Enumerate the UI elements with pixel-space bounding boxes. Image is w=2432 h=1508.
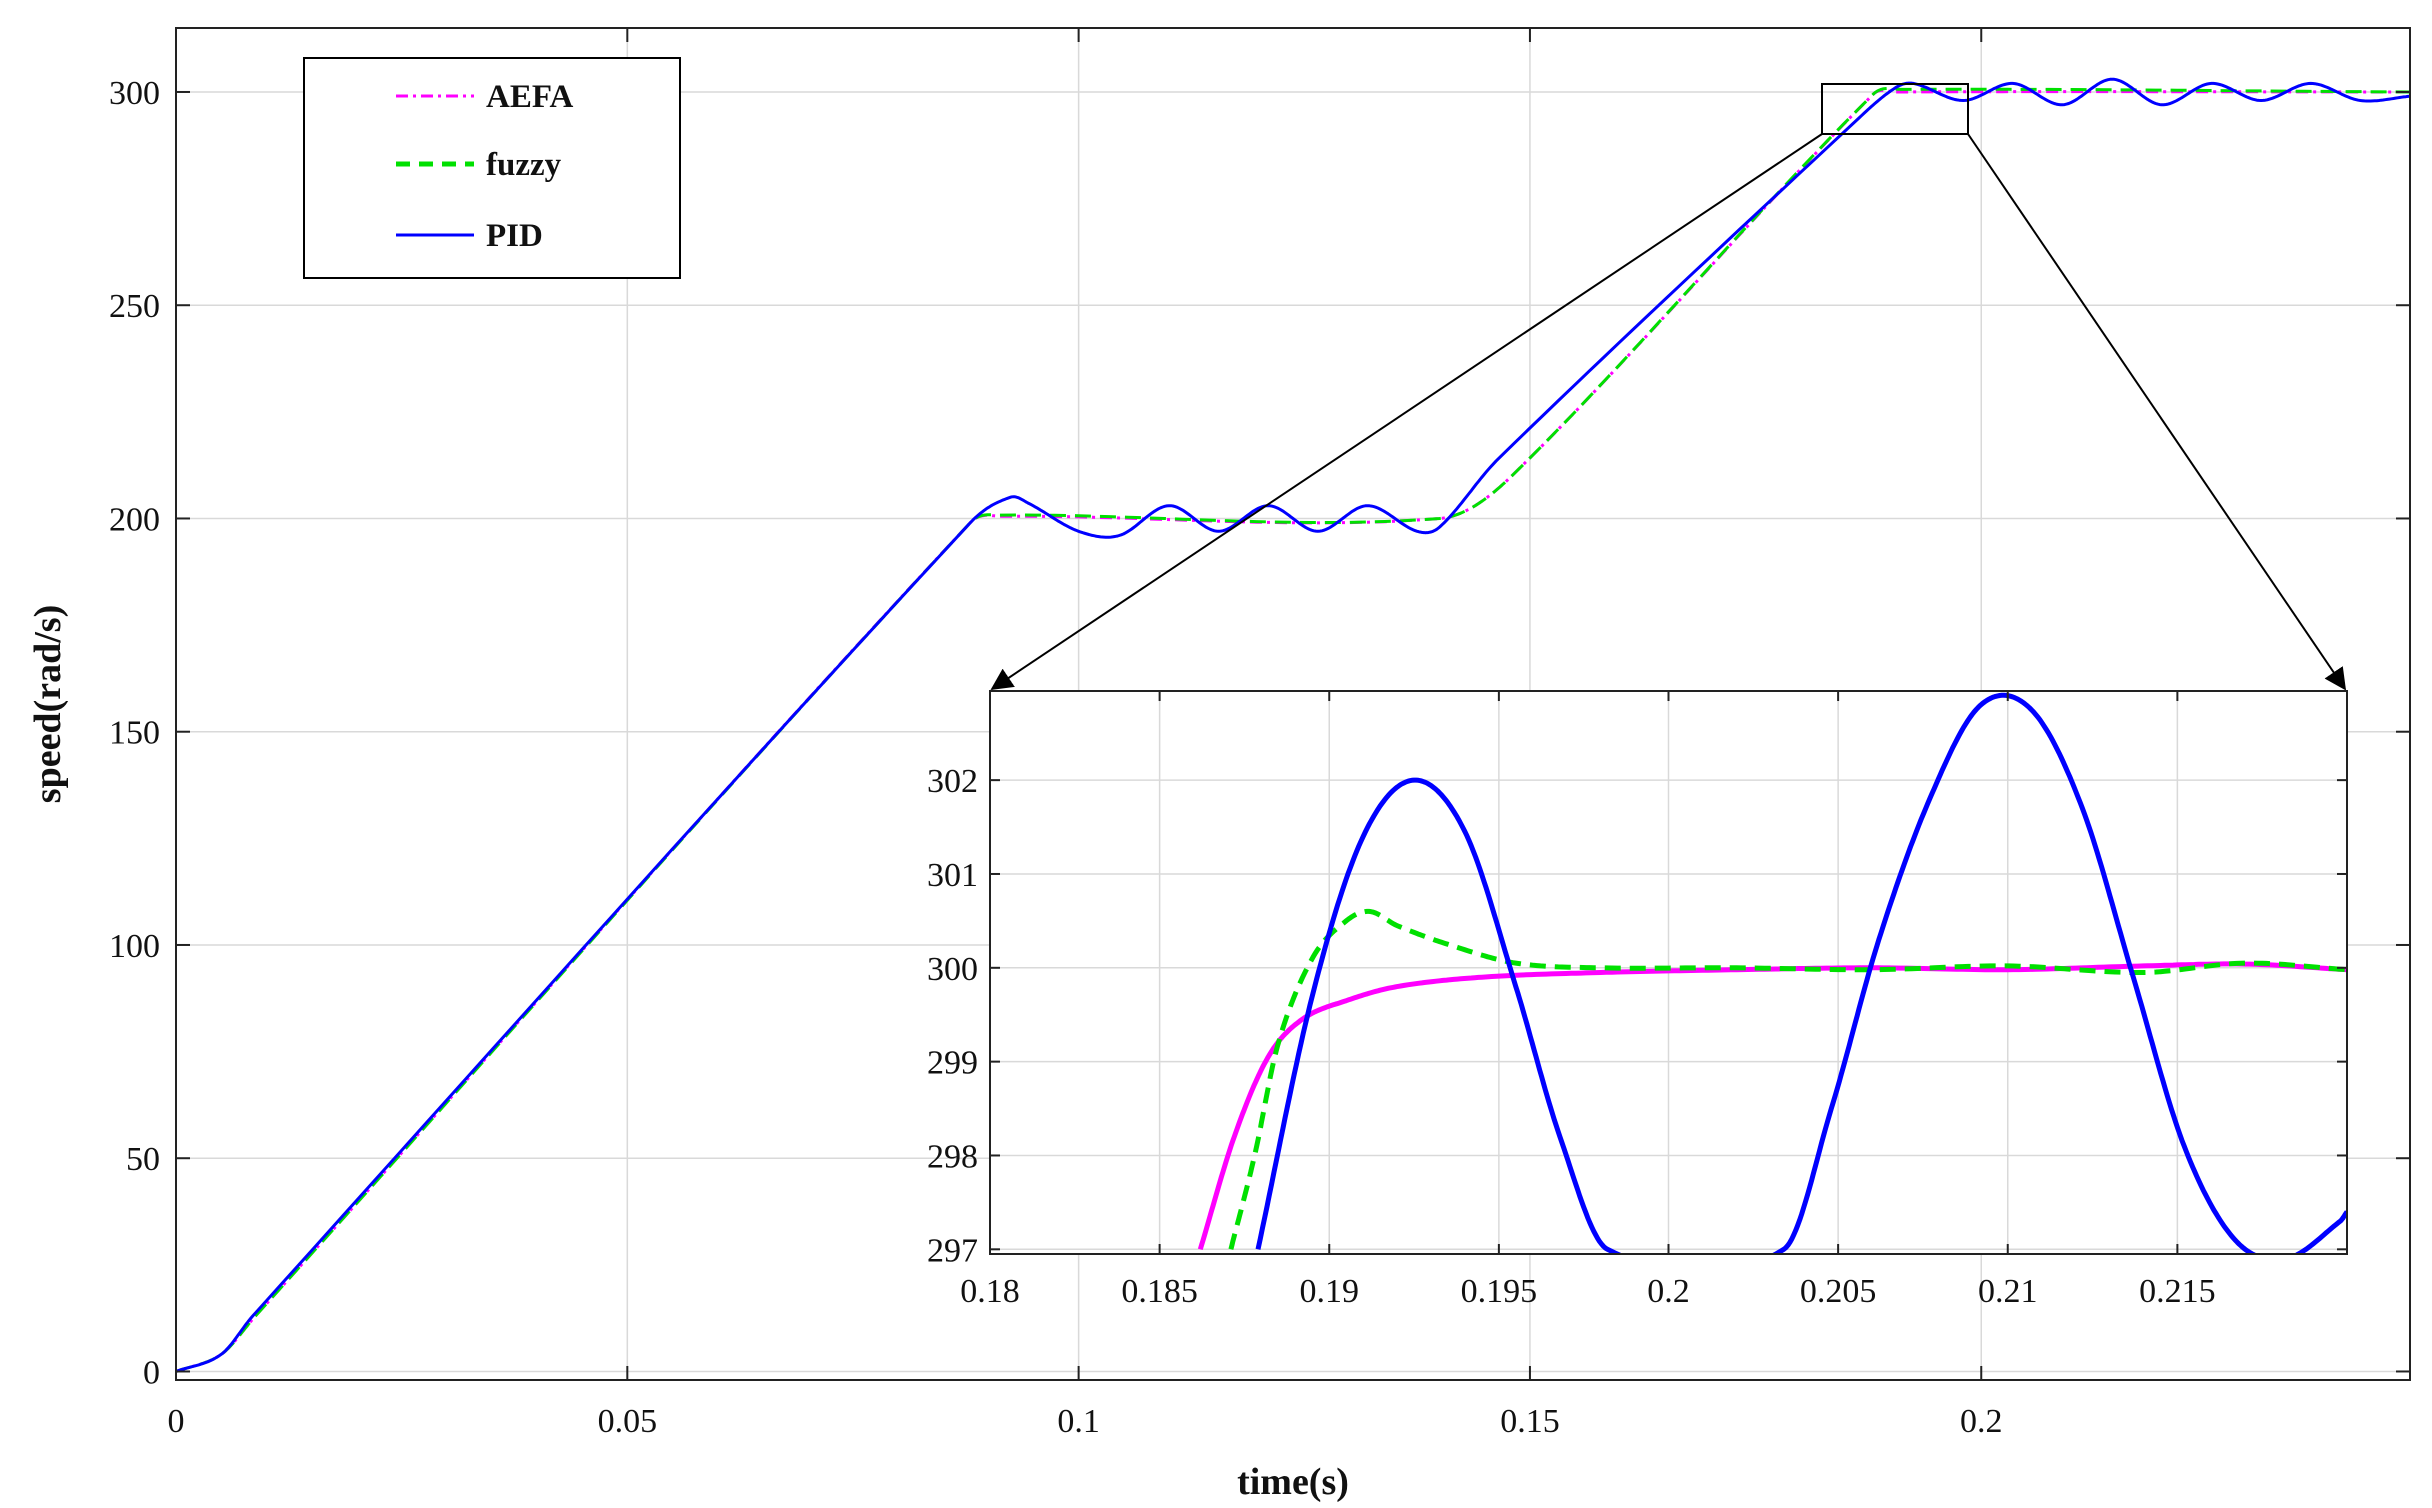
y-tick-label: 0: [143, 1354, 160, 1391]
y-tick-label: 302: [927, 763, 978, 800]
x-tick-label: 0.1: [1057, 1403, 1100, 1440]
y-tick-label: 300: [109, 75, 160, 112]
x-tick-label: 0: [168, 1403, 185, 1440]
zoom-indicator: [990, 83, 2347, 691]
inset-series-group: [1197, 692, 2347, 1254]
y-axis-label: speed(rad/s): [27, 605, 69, 803]
series-line-fuzzy: [1228, 908, 2347, 1250]
y-tick-label: 299: [927, 1045, 978, 1082]
x-tick-label: 0.05: [598, 1403, 658, 1440]
x-tick-label: 0.2: [1960, 1403, 2003, 1440]
x-tick-label: 0.205: [1800, 1273, 1877, 1310]
series-line-pid: [1255, 692, 2347, 1254]
x-tick-label: 0.195: [1461, 1273, 1538, 1310]
y-tick-label: 200: [109, 501, 160, 538]
main-series-group: [176, 77, 2410, 1373]
y-tick-label: 298: [927, 1138, 978, 1175]
zoom-arrow-left: [990, 133, 1823, 691]
x-tick-label: 0.215: [2139, 1273, 2216, 1310]
zoom-region-box: [1821, 83, 1969, 135]
y-tick-label: 301: [927, 857, 978, 894]
legend-label-pid: PID: [486, 218, 543, 254]
legend: AEFA fuzzy PID: [303, 57, 681, 279]
y-tick-label: 50: [126, 1141, 160, 1178]
series-line-pid: [176, 77, 2410, 1373]
x-tick-label: 0.19: [1300, 1273, 1360, 1310]
x-tick-label: 0.21: [1978, 1273, 2038, 1310]
x-tick-label: 0.18: [960, 1273, 1020, 1310]
y-tick-label: 150: [109, 715, 160, 752]
x-tick-label: 0.2: [1647, 1273, 1690, 1310]
y-tick-label: 297: [927, 1232, 978, 1269]
inset-ticks: 0.18 0.185 0.19 0.195 0.2 0.205 0.21 0.215 297 29…: [927, 691, 2347, 1310]
legend-box: [303, 57, 681, 279]
x-tick-label: 0.185: [1121, 1273, 1198, 1310]
y-tick-label: 300: [927, 951, 978, 988]
series-line-aefa: [1197, 961, 2347, 1251]
x-tick-label: 0.15: [1500, 1403, 1560, 1440]
inset-plot: 0.18 0.185 0.19 0.195 0.2 0.205 0.21 0.215 297 29…: [927, 690, 2348, 1310]
legend-label-aefa: AEFA: [486, 79, 574, 115]
zoom-arrow-right: [1967, 133, 2347, 691]
x-axis-label: time(s): [1237, 1461, 1349, 1503]
y-tick-label: 250: [109, 288, 160, 325]
legend-label-fuzzy: fuzzy: [486, 147, 562, 183]
main-plot-frame: [175, 27, 2411, 1381]
y-tick-label: 100: [109, 928, 160, 965]
